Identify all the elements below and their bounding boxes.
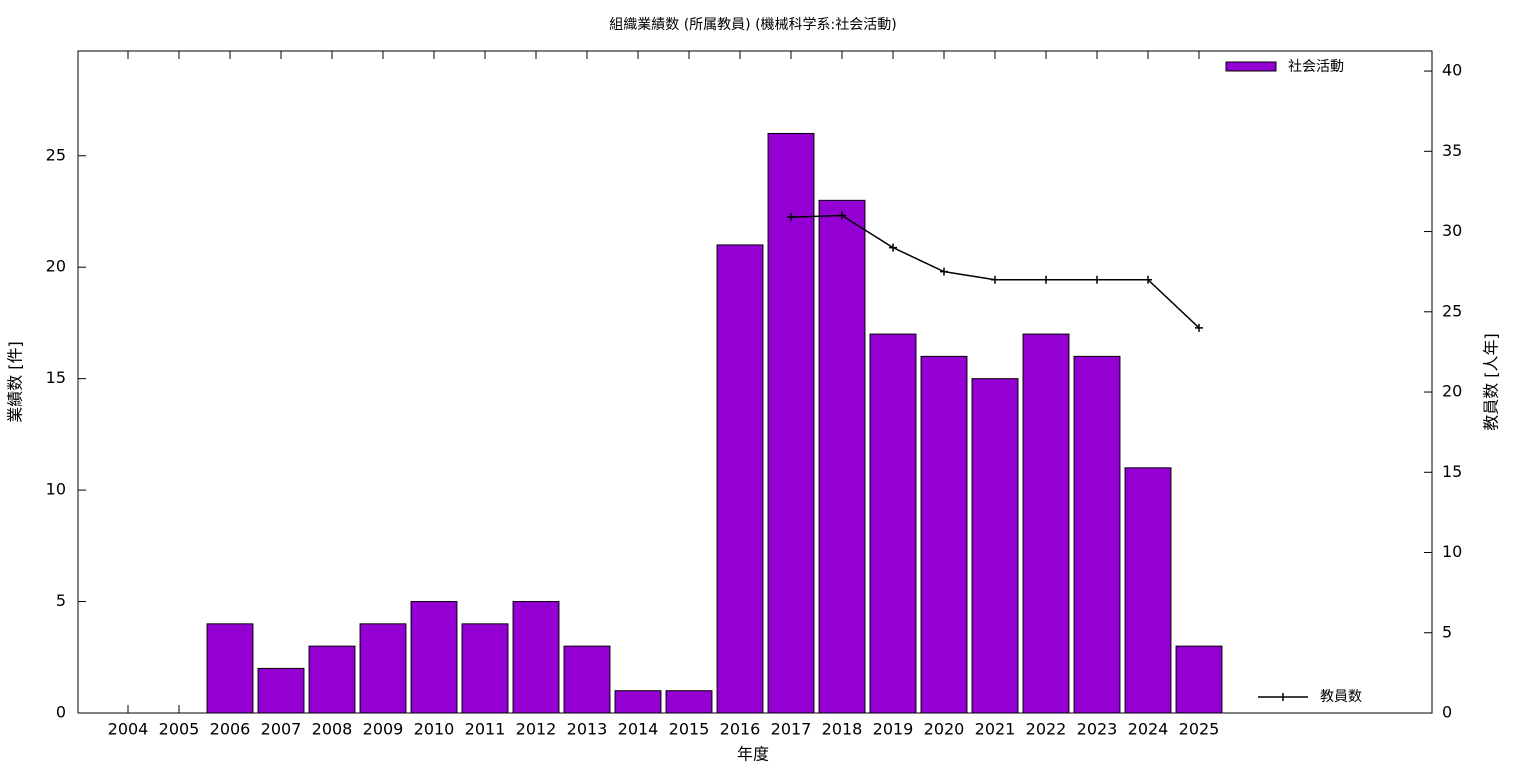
x-tick-label: 2022	[1026, 720, 1067, 739]
x-tick-label: 2005	[159, 720, 200, 739]
x-tick-label: 2024	[1128, 720, 1169, 739]
bar	[818, 199, 866, 714]
bar	[767, 132, 815, 714]
legend-swatch	[1258, 693, 1308, 701]
y-tick-label: 15	[46, 368, 66, 387]
x-tick-label: 2013	[567, 720, 608, 739]
y2-tick-label: 15	[1442, 462, 1462, 481]
bar	[359, 623, 407, 714]
y2-tick-label: 30	[1442, 221, 1462, 240]
bar	[308, 645, 356, 714]
bar	[1175, 645, 1223, 714]
bar	[563, 645, 611, 714]
y2-tick-label: 40	[1442, 61, 1462, 80]
x-tick-label: 2009	[363, 720, 404, 739]
y-tick-label: 0	[56, 703, 66, 722]
x-tick-label: 2015	[669, 720, 710, 739]
x-tick-label: 2021	[975, 720, 1016, 739]
point-marker	[1093, 275, 1101, 284]
y2-tick-label: 20	[1442, 382, 1462, 401]
x-tick-label: 2019	[873, 720, 914, 739]
y2-tick-label: 5	[1442, 622, 1452, 641]
bar	[257, 667, 305, 714]
y2-tick-label: 0	[1442, 703, 1452, 722]
x-tick-label: 2014	[618, 720, 659, 739]
point-marker	[889, 243, 897, 252]
point-marker	[838, 211, 846, 220]
bar	[1124, 467, 1172, 714]
bar	[869, 333, 917, 714]
y-tick-label: 20	[46, 257, 66, 276]
x-tick-label: 2016	[720, 720, 761, 739]
x-tick-label: 2004	[108, 720, 149, 739]
point-marker	[787, 213, 795, 222]
y2-axis-label: 教員数 [人年]	[1482, 333, 1501, 431]
x-axis-label: 年度	[737, 745, 769, 764]
x-tick-label: 2023	[1077, 720, 1118, 739]
x-tick-label: 2008	[312, 720, 353, 739]
x-tick-label: 2006	[210, 720, 251, 739]
y-axis-label: 業績数 [件]	[6, 341, 25, 423]
y-tick-label: 5	[56, 591, 66, 610]
x-tick-label: 2025	[1179, 720, 1220, 739]
x-tick-label: 2012	[516, 720, 557, 739]
x-tick-label: 2020	[924, 720, 965, 739]
legend-label: 社会活動	[1288, 59, 1344, 75]
x-tick-label: 2018	[822, 720, 863, 739]
bar	[971, 378, 1019, 714]
point-marker	[1042, 275, 1050, 284]
point-marker	[940, 267, 948, 276]
y2-tick-label: 25	[1442, 301, 1462, 320]
y-tick-label: 25	[46, 145, 66, 164]
point-marker	[991, 275, 999, 284]
chart-title: 組織業績数 (所属教員) (機械科学系:社会活動)	[609, 17, 896, 33]
x-tick-label: 2017	[771, 720, 812, 739]
point-marker	[1195, 323, 1203, 332]
bar	[512, 601, 560, 714]
bar	[665, 690, 713, 714]
bar	[1073, 355, 1121, 714]
y2-tick-label: 10	[1442, 542, 1462, 561]
bar	[461, 623, 509, 714]
x-tick-label: 2007	[261, 720, 302, 739]
bar	[920, 355, 968, 714]
bar	[614, 690, 662, 714]
legend-label: 教員数	[1320, 689, 1362, 705]
y-tick-label: 10	[46, 480, 66, 499]
bar	[410, 601, 458, 714]
bar	[716, 244, 764, 714]
bar	[206, 623, 254, 714]
x-tick-label: 2011	[465, 720, 506, 739]
y2-tick-label: 35	[1442, 141, 1462, 160]
point-marker	[1144, 275, 1152, 284]
bar	[1022, 333, 1070, 714]
legend-swatch	[1225, 61, 1277, 72]
x-tick-label: 2010	[414, 720, 455, 739]
plot-frame	[77, 50, 1433, 714]
